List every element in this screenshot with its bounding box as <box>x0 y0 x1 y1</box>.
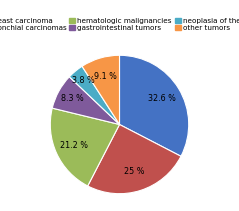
Wedge shape <box>88 124 181 194</box>
Wedge shape <box>69 66 120 124</box>
Wedge shape <box>82 55 120 124</box>
Legend: breast carcinoma, bronchial carcinomas, hematologic malignancies, gastrointestin: breast carcinoma, bronchial carcinomas, … <box>0 16 239 33</box>
Wedge shape <box>50 108 120 186</box>
Text: 21.2 %: 21.2 % <box>60 141 88 150</box>
Text: 9.1 %: 9.1 % <box>94 72 117 81</box>
Text: 8.3 %: 8.3 % <box>61 94 83 103</box>
Text: 25 %: 25 % <box>124 168 145 176</box>
Text: 32.6 %: 32.6 % <box>148 94 176 103</box>
Wedge shape <box>52 77 120 124</box>
Wedge shape <box>120 55 189 156</box>
Text: 3.8 %: 3.8 % <box>72 76 95 85</box>
